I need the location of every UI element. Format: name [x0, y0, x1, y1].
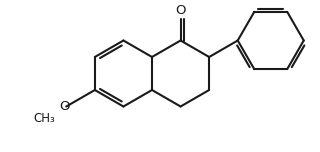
Text: O: O [175, 5, 186, 17]
Text: O: O [59, 100, 69, 113]
Text: CH₃: CH₃ [33, 112, 55, 125]
